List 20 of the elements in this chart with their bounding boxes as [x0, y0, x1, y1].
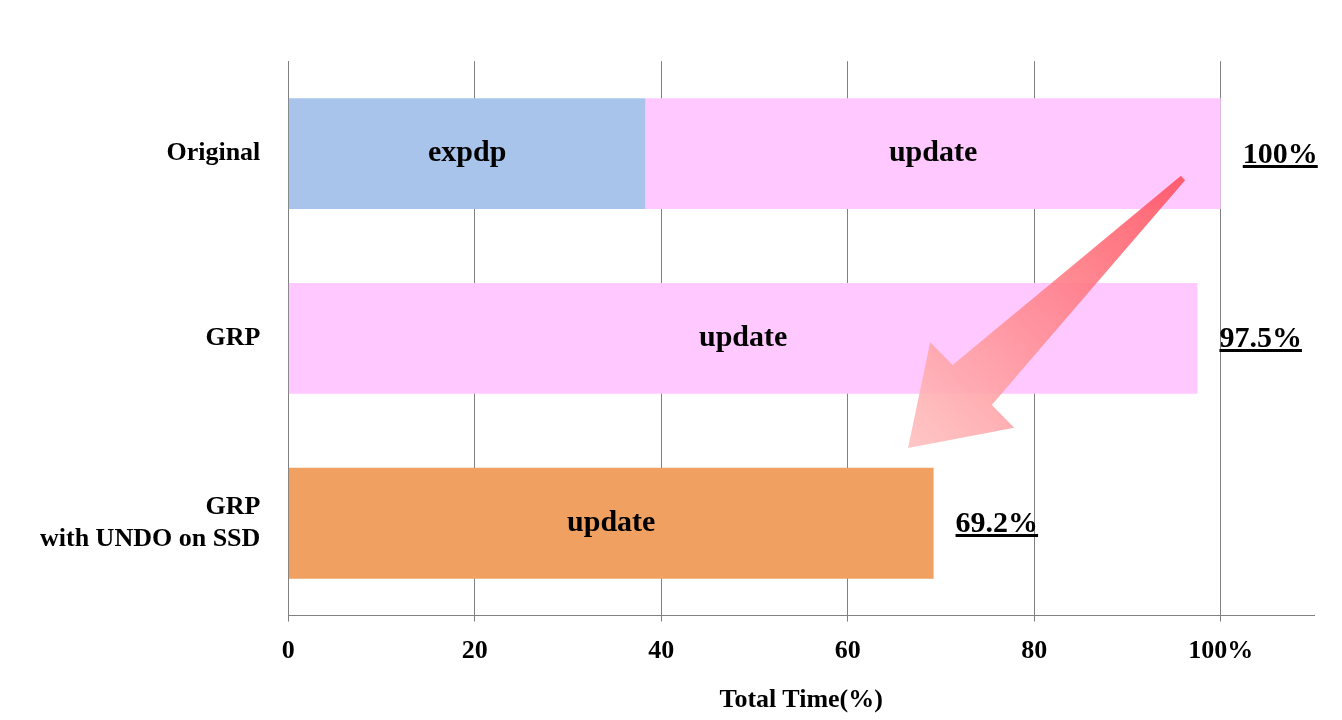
total-label: 97.5% [1219, 319, 1302, 356]
total-label: 69.2% [955, 504, 1039, 541]
x-tick-label: 40 [648, 634, 675, 664]
bar [288, 98, 646, 210]
y-tick-label: GRP [205, 322, 261, 352]
series-label: expdp [427, 134, 507, 168]
bar [288, 467, 934, 579]
bar [645, 98, 1221, 210]
text: update [698, 319, 788, 353]
total-label: 100% [1242, 134, 1318, 171]
y-tick-label: Original [166, 137, 261, 167]
y-tick-label: GRP with UNDO on SSD [40, 491, 261, 552]
x-tick-label: 20 [461, 634, 488, 664]
x-tick-label: 80 [1021, 634, 1048, 664]
x-tick-label: 100% [1188, 634, 1254, 664]
x-tick-label: 0 [281, 634, 295, 664]
text: update [567, 503, 656, 537]
x-axis-title: Total Time(%) [719, 684, 883, 714]
series-label: update [888, 134, 978, 168]
x-tick-label: 60 [834, 634, 861, 664]
